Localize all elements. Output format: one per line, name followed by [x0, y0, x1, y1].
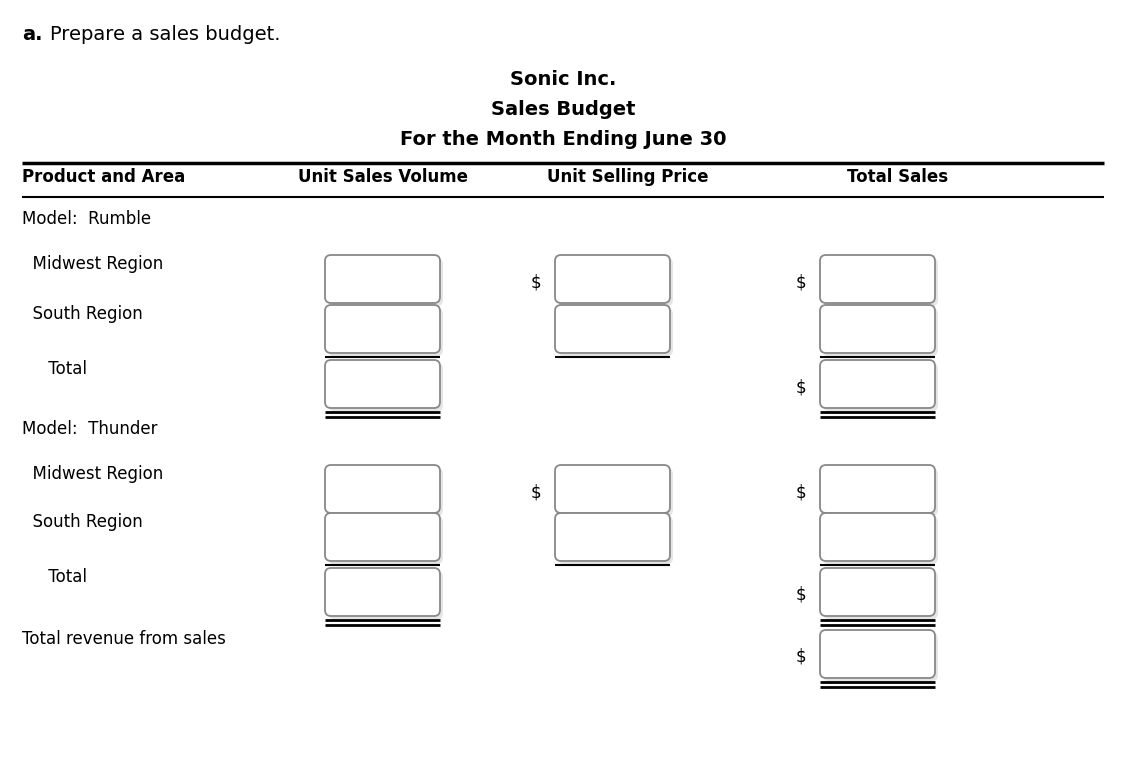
FancyBboxPatch shape [823, 468, 938, 516]
Text: Total revenue from sales: Total revenue from sales [23, 630, 226, 648]
FancyBboxPatch shape [328, 363, 443, 411]
FancyBboxPatch shape [555, 255, 670, 303]
FancyBboxPatch shape [558, 468, 673, 516]
FancyBboxPatch shape [820, 465, 935, 513]
Text: South Region: South Region [23, 513, 143, 531]
Text: $: $ [530, 483, 540, 501]
FancyBboxPatch shape [823, 633, 938, 681]
Text: Midwest Region: Midwest Region [23, 255, 163, 273]
Text: $: $ [795, 648, 806, 666]
Text: Total: Total [23, 360, 87, 378]
Text: Product and Area: Product and Area [23, 168, 186, 186]
FancyBboxPatch shape [328, 308, 443, 356]
FancyBboxPatch shape [555, 513, 670, 561]
Text: Sonic Inc.: Sonic Inc. [510, 70, 616, 89]
FancyBboxPatch shape [555, 465, 670, 513]
Text: Unit Sales Volume: Unit Sales Volume [297, 168, 467, 186]
FancyBboxPatch shape [820, 630, 935, 678]
FancyBboxPatch shape [820, 568, 935, 616]
Text: Model:  Thunder: Model: Thunder [23, 420, 158, 438]
FancyBboxPatch shape [325, 513, 440, 561]
Text: Sales Budget: Sales Budget [491, 100, 635, 119]
FancyBboxPatch shape [325, 360, 440, 408]
FancyBboxPatch shape [820, 305, 935, 353]
FancyBboxPatch shape [325, 568, 440, 616]
FancyBboxPatch shape [558, 258, 673, 306]
FancyBboxPatch shape [328, 516, 443, 564]
Text: $: $ [795, 378, 806, 396]
Text: $: $ [530, 273, 540, 291]
FancyBboxPatch shape [820, 255, 935, 303]
Text: Unit Selling Price: Unit Selling Price [547, 168, 708, 186]
FancyBboxPatch shape [558, 516, 673, 564]
Text: Model:  Rumble: Model: Rumble [23, 210, 151, 228]
Text: Total: Total [23, 568, 87, 586]
Text: South Region: South Region [23, 305, 143, 323]
FancyBboxPatch shape [823, 571, 938, 619]
FancyBboxPatch shape [328, 258, 443, 306]
FancyBboxPatch shape [820, 513, 935, 561]
FancyBboxPatch shape [325, 305, 440, 353]
Text: $: $ [795, 483, 806, 501]
FancyBboxPatch shape [823, 516, 938, 564]
FancyBboxPatch shape [558, 308, 673, 356]
Text: For the Month Ending June 30: For the Month Ending June 30 [400, 130, 726, 149]
FancyBboxPatch shape [328, 468, 443, 516]
Text: $: $ [795, 586, 806, 604]
Text: $: $ [795, 273, 806, 291]
Text: a.: a. [23, 25, 43, 44]
FancyBboxPatch shape [823, 258, 938, 306]
FancyBboxPatch shape [325, 255, 440, 303]
Text: Prepare a sales budget.: Prepare a sales budget. [50, 25, 280, 44]
Text: Midwest Region: Midwest Region [23, 465, 163, 483]
FancyBboxPatch shape [823, 363, 938, 411]
FancyBboxPatch shape [325, 465, 440, 513]
FancyBboxPatch shape [823, 308, 938, 356]
FancyBboxPatch shape [820, 360, 935, 408]
Text: Total Sales: Total Sales [847, 168, 948, 186]
FancyBboxPatch shape [555, 305, 670, 353]
FancyBboxPatch shape [328, 571, 443, 619]
